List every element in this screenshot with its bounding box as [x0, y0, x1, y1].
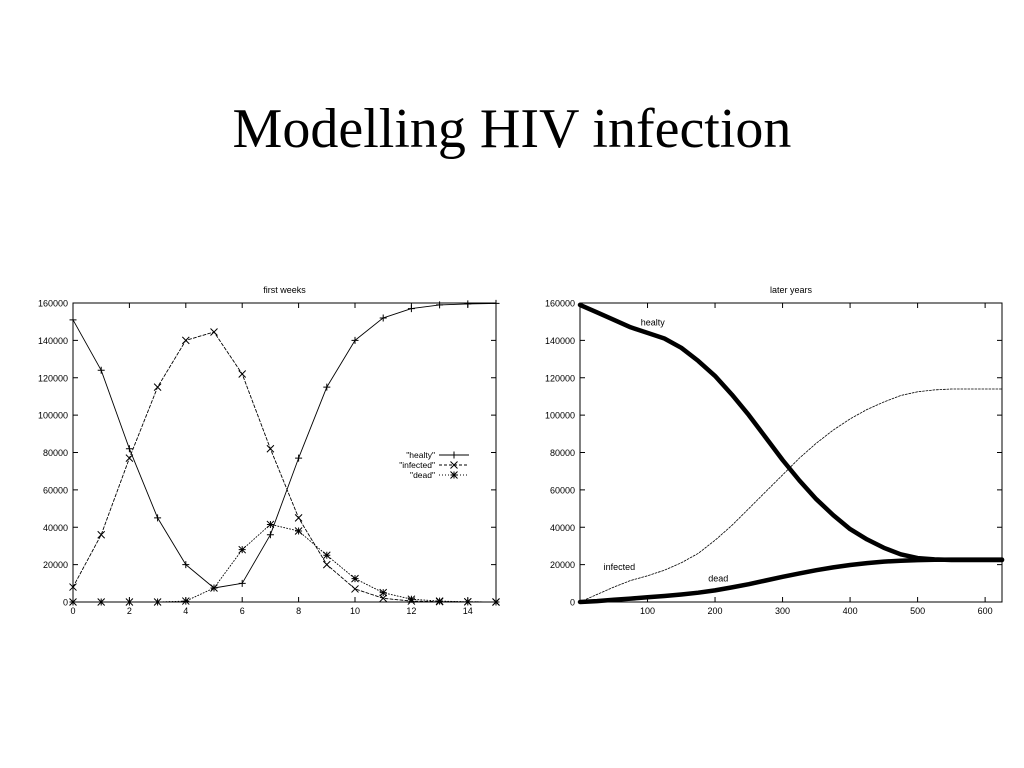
- y-tick-label: 60000: [550, 485, 575, 495]
- series-2-point: [97, 598, 106, 606]
- legend-label: "dead": [410, 470, 435, 480]
- y-tick-label: 100000: [545, 411, 575, 421]
- series-0-point: [464, 300, 472, 308]
- x-tick-label: 10: [350, 606, 360, 616]
- legend-label: "healty": [406, 450, 435, 460]
- y-tick-label: 0: [570, 598, 575, 608]
- series-annotation: dead: [708, 573, 728, 583]
- y-tick-label: 80000: [43, 448, 68, 458]
- series-1-point: [266, 444, 275, 453]
- legend-marker: [450, 461, 458, 469]
- x-tick-label: 4: [183, 606, 188, 616]
- series-0-point: [182, 561, 190, 569]
- series-2-point: [322, 551, 331, 560]
- y-tick-label: 20000: [550, 560, 575, 570]
- series-line-2: [72, 523, 497, 603]
- series-2-point: [181, 597, 190, 605]
- series-2-point: [407, 595, 416, 604]
- series-1-point: [210, 328, 218, 336]
- x-tick-label: 2: [127, 606, 132, 616]
- series-2-point: [238, 545, 247, 554]
- series-1-point: [351, 585, 359, 593]
- series-0-point: [379, 314, 387, 322]
- x-tick-label: 500: [910, 606, 925, 616]
- y-tick-label: 20000: [43, 560, 68, 570]
- series-0-point: [323, 383, 331, 391]
- x-tick-label: 100: [640, 606, 655, 616]
- series-2-point: [435, 597, 444, 605]
- series-0-point: [154, 514, 162, 522]
- chart-later-years: later years 0 20000 40000 60000 80000 100000 12…: [545, 285, 1005, 616]
- series-1-point: [238, 370, 247, 378]
- series-2-point: [463, 597, 472, 606]
- series-1-point: [322, 560, 331, 569]
- series-0-point: [295, 454, 303, 462]
- y-tick-label: 120000: [545, 373, 575, 383]
- y-tick-label: 160000: [545, 299, 575, 309]
- x-tick-label: 300: [775, 606, 790, 616]
- series-1-point: [69, 583, 77, 591]
- series-2-point: [266, 520, 275, 529]
- y-tick-label: 0: [63, 598, 68, 608]
- series-2-point: [492, 598, 500, 606]
- series-1-point: [181, 336, 190, 345]
- series-2-point: [379, 588, 388, 597]
- x-tick-label: 14: [463, 606, 473, 616]
- y-tick-label: 80000: [550, 448, 575, 458]
- series-line-1: [72, 331, 497, 603]
- series-2-point: [210, 584, 218, 592]
- series-0-point: [407, 305, 415, 313]
- legend-marker: [450, 451, 458, 459]
- series-2-point: [294, 527, 303, 535]
- legend-marker: [450, 471, 458, 479]
- series-0-point: [69, 316, 77, 324]
- series-1-point: [125, 454, 134, 462]
- slide-title: Modelling HIV infection: [232, 98, 792, 160]
- x-tick-label: 12: [406, 606, 416, 616]
- y-tick-label: 60000: [43, 485, 68, 495]
- chart-title: later years: [770, 285, 813, 295]
- series-2-point: [125, 598, 134, 606]
- series-0-point: [436, 301, 444, 309]
- series-0-point: [125, 445, 133, 453]
- series-line-2: [577, 557, 1005, 605]
- y-tick-label: 100000: [38, 411, 68, 421]
- x-tick-label: 6: [240, 606, 245, 616]
- series-0-point: [266, 531, 274, 539]
- series-1-point: [97, 530, 106, 539]
- series-1-point: [294, 514, 303, 522]
- series-1-point: [153, 383, 162, 391]
- series-annotation: infected: [604, 562, 636, 572]
- series-2-point: [351, 574, 359, 583]
- series-2-point: [153, 598, 162, 606]
- series-annotation: healty: [641, 317, 666, 327]
- legend-label: "infected": [399, 460, 435, 470]
- y-tick-label: 140000: [38, 336, 68, 346]
- x-tick-label: 400: [843, 606, 858, 616]
- series-line-0: [577, 302, 1005, 563]
- x-tick-label: 0: [70, 606, 75, 616]
- y-tick-label: 40000: [43, 523, 68, 533]
- series-line-1: [579, 388, 1003, 603]
- y-tick-label: 40000: [550, 523, 575, 533]
- plot-frame: [579, 302, 1003, 603]
- series-0-point: [351, 336, 359, 344]
- series-0-point: [97, 366, 105, 374]
- chart-title: first weeks: [263, 285, 306, 295]
- series-2-point: [69, 598, 77, 606]
- series-0-point: [238, 579, 246, 587]
- series-line-0: [72, 302, 497, 589]
- series-1-point: [379, 594, 388, 603]
- x-tick-label: 600: [978, 606, 993, 616]
- y-tick-label: 120000: [38, 373, 68, 383]
- chart-first-weeks: first weeks 0 20000 40000 60000 80000 100000 12…: [38, 285, 500, 616]
- series-0-point: [492, 299, 500, 307]
- x-tick-label: 8: [296, 606, 301, 616]
- x-tick-label: 200: [708, 606, 723, 616]
- y-tick-label: 140000: [545, 336, 575, 346]
- y-tick-label: 160000: [38, 299, 68, 309]
